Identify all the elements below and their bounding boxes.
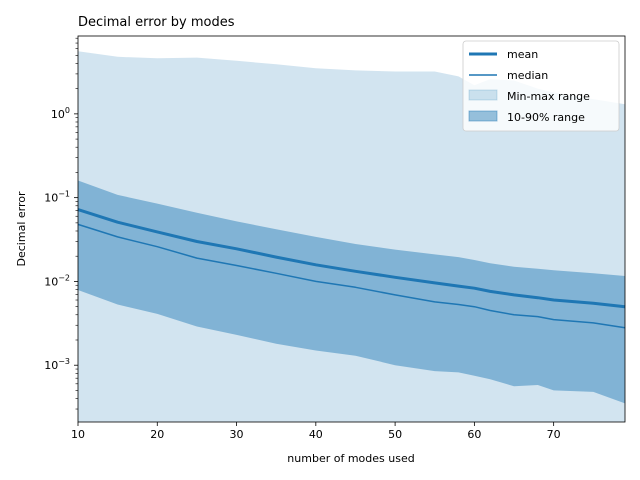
y-axis: 10−3 10−2 10−1 100 [44,37,78,410]
band-min-max-range [78,51,625,422]
x-axis: 10 20 30 40 50 60 70 [71,422,561,441]
line-median [77,223,626,329]
band-10-90-range [78,180,625,404]
legend-percentile-swatch [468,110,498,122]
y-axis-label: Decimal error [15,191,28,266]
x-tick-label: 20 [150,428,164,441]
legend-box [462,40,620,132]
line-mean [77,208,626,309]
y-tick-label: 10−3 [44,357,70,372]
chart-title: Decimal error by modes [78,15,235,30]
x-tick-label: 30 [230,428,244,441]
y-tick-label: 10−2 [44,273,70,288]
x-axis-label: number of modes used [287,452,414,465]
x-tick-label: 10 [71,428,85,441]
x-tick-label: 40 [309,428,323,441]
legend: mean median Min-max range 10-90% range [462,40,620,132]
legend-percentile-label: 10-90% range [507,111,585,124]
axes-frame [77,35,626,423]
y-tick-label: 100 [51,106,70,121]
legend-minmax-label: Min-max range [507,90,590,103]
legend-median-label: median [507,69,548,82]
legend-mean-label: mean [507,48,538,61]
x-tick-label: 60 [467,428,481,441]
plot-area [77,51,626,422]
legend-minmax-swatch [468,89,498,101]
x-tick-label: 70 [547,428,561,441]
x-tick-label: 50 [388,428,402,441]
y-tick-label: 10−1 [44,190,70,205]
